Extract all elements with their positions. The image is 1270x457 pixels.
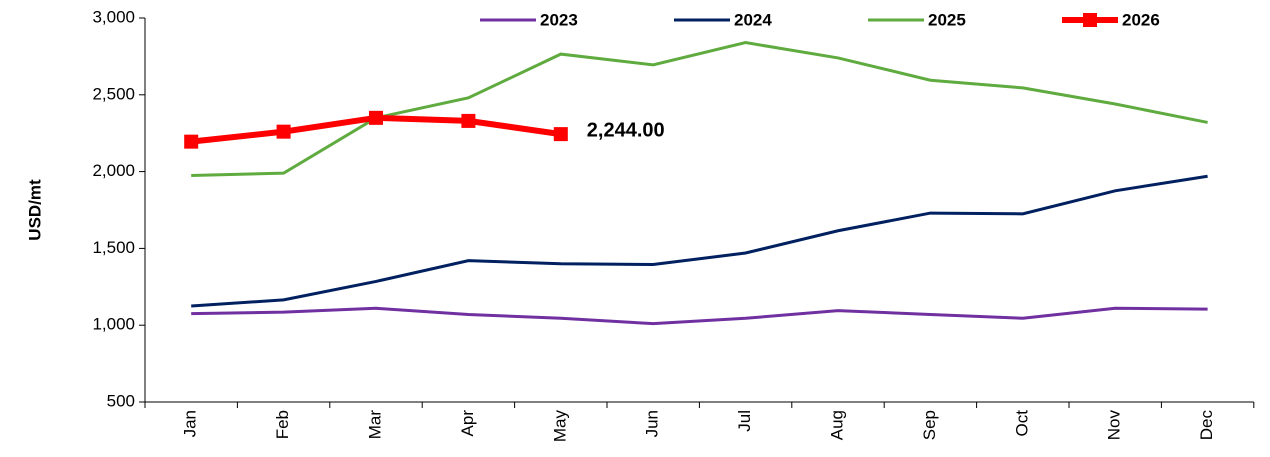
data-label: 2,244.00 — [587, 119, 665, 141]
point-marker — [276, 124, 291, 139]
x-tick-label: Jul — [735, 410, 754, 432]
legend-label: 2026 — [1122, 10, 1160, 29]
point-marker — [553, 127, 568, 142]
x-tick-label: Jan — [181, 410, 200, 437]
x-tick-label: May — [550, 410, 569, 443]
x-tick-label: Aug — [827, 410, 846, 440]
x-tick-label: Sep — [920, 410, 939, 440]
point-marker — [369, 110, 383, 125]
x-tick-label: Feb — [273, 410, 292, 439]
series-line — [191, 174, 1208, 308]
x-tick-label: Oct — [1012, 410, 1031, 437]
legend-label: 2025 — [928, 10, 966, 29]
y-tick-label: 3,000 — [92, 7, 135, 26]
y-tick-label: 1,000 — [92, 315, 135, 334]
y-tick-label: 2,500 — [92, 84, 135, 103]
y-tick-label: 1,500 — [92, 238, 135, 257]
x-tick-label: Jun — [643, 410, 662, 437]
x-tick-label: Mar — [365, 410, 384, 440]
x-tick-label: Nov — [1105, 410, 1124, 441]
point-marker — [461, 113, 476, 128]
legend-label: 2023 — [540, 10, 578, 29]
y-axis-label: USD/mt — [25, 179, 44, 241]
x-tick-label: Apr — [458, 410, 477, 437]
y-tick-label: 2,000 — [92, 161, 135, 180]
series-line — [191, 41, 1208, 177]
point-marker — [184, 134, 199, 149]
series-line — [191, 306, 1208, 326]
legend-marker — [1083, 13, 1097, 27]
legend-label: 2024 — [734, 10, 772, 29]
x-tick-label: Dec — [1197, 410, 1216, 441]
y-tick-label: 500 — [107, 391, 135, 410]
